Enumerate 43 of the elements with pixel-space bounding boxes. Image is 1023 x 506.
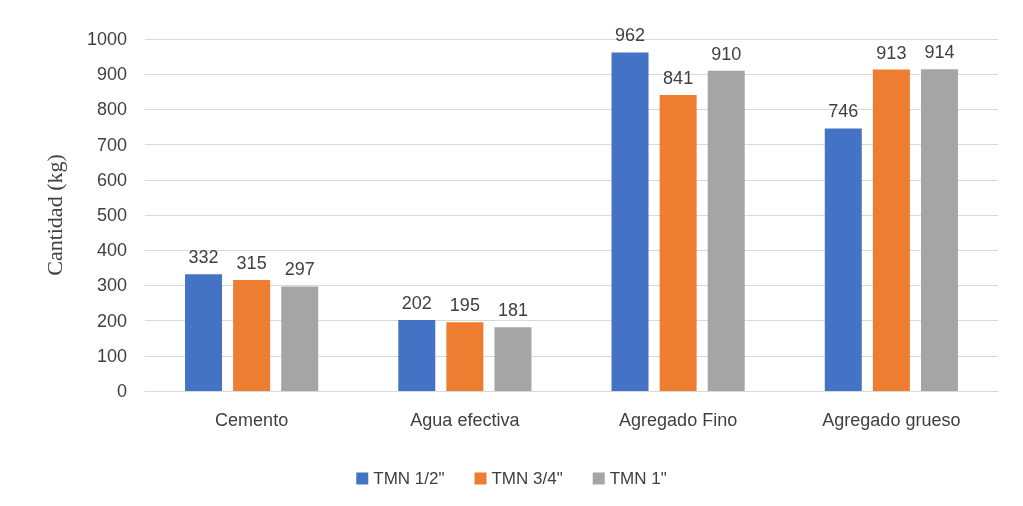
y-tick-label: 300 <box>96 275 127 296</box>
y-tick-label: 500 <box>96 205 127 225</box>
legend-label: TMN 3/4" <box>491 469 563 488</box>
bar <box>494 327 532 391</box>
y-tick-label: 900 <box>96 64 127 85</box>
bar <box>611 52 649 391</box>
x-tick-label: Agregado Fino <box>619 410 738 430</box>
data-label: 962 <box>615 25 646 46</box>
bar <box>872 69 910 391</box>
y-tick-label: 100 <box>96 345 127 366</box>
bar <box>824 128 862 391</box>
data-label: 315 <box>236 253 267 274</box>
data-label: 202 <box>401 292 432 313</box>
x-tick-label: Agua efectiva <box>410 410 521 430</box>
y-tick-label: 800 <box>96 99 127 120</box>
y-tick-label: 400 <box>96 240 127 261</box>
y-tick-label: 200 <box>96 310 127 331</box>
bar <box>281 286 319 391</box>
bar <box>398 319 436 391</box>
legend-label: TMN 1" <box>609 469 667 488</box>
y-tick-label: 1000 <box>86 29 127 49</box>
data-label: 746 <box>828 101 859 122</box>
y-tick-label: 700 <box>96 134 127 155</box>
bar <box>659 94 697 391</box>
data-label: 297 <box>284 259 315 280</box>
bar <box>185 274 223 391</box>
data-label: 181 <box>497 300 528 321</box>
x-tick-label: Cemento <box>215 410 289 430</box>
legend-label: TMN 1/2" <box>373 469 445 488</box>
bar <box>233 280 271 391</box>
bar <box>920 69 958 391</box>
y-tick-label: 600 <box>96 169 127 190</box>
x-tick-label: Agregado grueso <box>822 410 961 430</box>
data-label: 910 <box>711 43 742 64</box>
data-label: 195 <box>449 295 480 316</box>
data-label: 841 <box>663 67 694 88</box>
data-label: 913 <box>876 42 907 63</box>
data-label: 332 <box>188 247 219 268</box>
bar <box>446 322 484 391</box>
bar <box>707 70 745 391</box>
y-axis-title: Cantidad (kg) <box>41 154 67 276</box>
y-tick-label: 0 <box>116 381 127 401</box>
data-label: 914 <box>924 42 955 63</box>
